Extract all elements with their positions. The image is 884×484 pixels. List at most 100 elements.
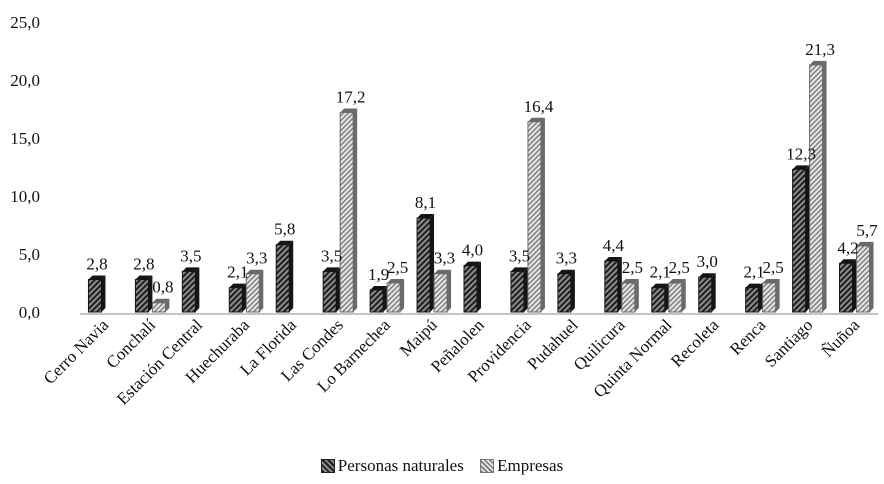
bar-personas-naturales-top — [745, 283, 763, 288]
legend-item-personas-naturales: Personas naturales — [320, 456, 464, 476]
bar-personas-naturales-front — [510, 270, 525, 313]
data-label-personas-naturales: 3,5 — [509, 246, 530, 265]
data-label-personas-naturales: 2,8 — [86, 255, 107, 274]
bar-empresas — [809, 60, 827, 313]
bar-personas-naturales — [134, 275, 153, 313]
bar-personas-naturales — [604, 256, 622, 313]
bar-personas-naturales-side — [101, 275, 106, 312]
bar-personas-naturales — [322, 267, 341, 313]
bar-personas-naturales — [557, 269, 575, 313]
bar-empresas-side — [869, 241, 874, 312]
bar-empresas-front — [339, 111, 354, 313]
bar-personas-naturales-top — [370, 285, 388, 290]
bar-personas-naturales — [416, 214, 435, 313]
bar-personas-naturales — [463, 261, 481, 313]
data-label-personas-naturales: 2,1 — [227, 263, 248, 282]
data-label-personas-naturales: 8,1 — [415, 193, 436, 212]
bar-personas-naturales-front — [792, 168, 807, 313]
bar-empresas-top — [527, 117, 545, 122]
bar-personas-naturales — [275, 240, 294, 313]
bar-personas-naturales — [792, 165, 810, 313]
bar-personas-naturales-front — [275, 244, 290, 313]
bar-personas-naturales — [369, 285, 388, 313]
bar-empresas-front — [151, 302, 166, 313]
bar-personas-naturales-side — [289, 240, 294, 312]
data-label-personas-naturales: 2,8 — [133, 255, 154, 274]
bar-empresas-top — [340, 108, 358, 113]
data-label-personas-naturales: 2,1 — [650, 263, 671, 282]
bar-empresas-top — [152, 298, 170, 303]
bar-empresas-front — [527, 121, 542, 313]
bar-empresas-top — [434, 269, 452, 274]
bar-personas-naturales-front — [839, 262, 854, 313]
bar-empresas-front — [668, 282, 683, 313]
bar-empresas-side — [447, 269, 452, 312]
bar-personas-naturales — [745, 283, 763, 313]
legend-swatch-empresas — [480, 459, 495, 473]
x-tick-label: Renca — [726, 315, 770, 359]
bar-personas-naturales-side — [617, 256, 622, 312]
bar-empresas — [339, 108, 358, 313]
bar-personas-naturales-front — [745, 287, 760, 313]
bar-empresas — [245, 269, 264, 313]
bar-personas-naturales-top — [135, 275, 153, 280]
bar-personas-naturales-side — [195, 267, 200, 312]
y-tick-label: 15,0 — [10, 129, 40, 148]
bar-personas-naturales-side — [477, 261, 481, 312]
bar-empresas-side — [681, 279, 686, 312]
bar-personas-naturales — [181, 267, 200, 313]
bar-empresas-front — [621, 282, 636, 313]
bar-personas-naturales-top — [651, 283, 669, 288]
bar-personas-naturales-top — [839, 259, 857, 264]
data-label-personas-naturales: 4,0 — [462, 241, 483, 260]
bar-personas-naturales-front — [604, 260, 619, 313]
legend-swatch-personas-naturales — [320, 459, 335, 473]
bar-empresas — [668, 279, 686, 313]
data-label-empresas: 0,8 — [152, 278, 173, 297]
bar-personas-naturales-top — [557, 269, 575, 274]
bar-empresas-top — [668, 279, 686, 283]
bar-empresas-top — [246, 269, 264, 274]
bar-personas-naturales-front — [87, 279, 102, 313]
bar-empresas — [762, 279, 780, 313]
legend: Personas naturales Empresas — [0, 456, 884, 478]
bar-personas-naturales-front — [322, 270, 337, 313]
bar-empresas-side — [775, 279, 780, 312]
bar-personas-naturales-front — [651, 287, 666, 313]
bar-empresas-top — [762, 279, 780, 283]
data-label-empresas: 3,3 — [246, 249, 267, 268]
bar-personas-naturales-side — [570, 269, 575, 312]
bar-empresas-side — [165, 298, 170, 312]
bar-personas-naturales-side — [805, 165, 810, 312]
bar-empresas-front — [245, 273, 260, 313]
bar-empresas — [151, 298, 170, 313]
bar-personas-naturales-top — [323, 267, 341, 272]
bar-personas-naturales-side — [664, 283, 669, 312]
bar-personas-naturales-front — [369, 289, 384, 313]
data-label-personas-naturales: 2,1 — [744, 263, 765, 282]
y-tick-label: 25,0 — [10, 13, 40, 32]
bar-personas-naturales-front — [463, 265, 478, 313]
data-label-personas-naturales: 12,3 — [786, 144, 816, 163]
bar-empresas-front — [762, 282, 777, 313]
data-label-personas-naturales: 4,2 — [837, 238, 858, 257]
legend-label-personas-naturales: Personas naturales — [337, 456, 464, 475]
data-label-personas-naturales: 4,4 — [603, 236, 625, 255]
bar-personas-naturales — [839, 259, 857, 313]
x-tick-label: Maipú — [396, 315, 441, 360]
y-tick-label: 20,0 — [10, 71, 40, 90]
data-label-empresas: 17,2 — [336, 87, 366, 106]
bar-empresas-top — [809, 60, 827, 65]
y-tick-label: 0,0 — [19, 303, 40, 322]
data-label-empresas: 5,7 — [856, 221, 878, 240]
bar-personas-naturales-top — [276, 240, 294, 245]
bar-empresas-side — [634, 279, 639, 312]
data-label-personas-naturales: 3,5 — [321, 246, 342, 265]
bar-empresas-side — [400, 279, 405, 312]
bar-personas-naturales-front — [228, 287, 243, 313]
data-label-personas-naturales: 3,0 — [697, 252, 718, 271]
bar-personas-naturales-top — [464, 261, 481, 266]
bar-empresas-top — [387, 279, 405, 283]
bar-personas-naturales-top — [510, 267, 528, 272]
